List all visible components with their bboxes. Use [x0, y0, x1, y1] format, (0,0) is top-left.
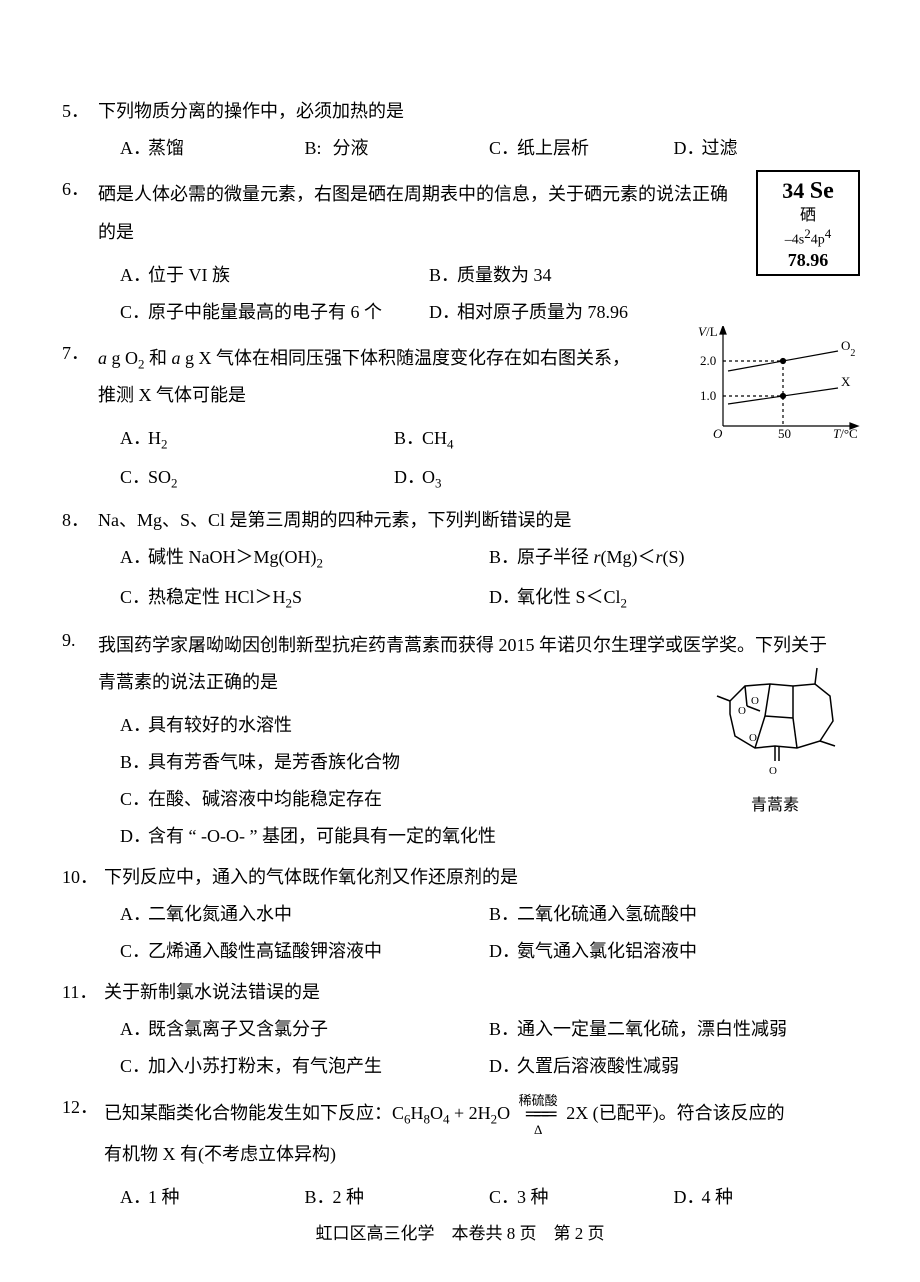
se-mass: 78.96 [762, 249, 854, 272]
q9-option-C: C．在酸、碱溶液中均能稳定存在 [120, 786, 382, 813]
q10-option-B: B．二氧化硫通入氢硫酸中 [489, 901, 858, 928]
q8-option-B: B． 原子半径 r(Mg)＜r(S) [489, 544, 858, 573]
page-footer: 虹口区高三化学 本卷共 8 页 第 2 页 [0, 1221, 920, 1247]
q12-option-B: B．2 种 [305, 1184, 490, 1211]
q9-number: 9. [62, 627, 98, 654]
svg-text:O2: O2 [841, 338, 855, 359]
q10-option-A: A．二氧化氮通入水中 [120, 901, 489, 928]
q6-option-D: D． 相对原子质量为 78.96 [429, 299, 858, 326]
selenium-periodic-cell: 34 Se 硒 –4s24p4 78.96 [756, 170, 860, 276]
question-11: 11． 关于新制氯水说法错误的是 A．既含氯离子又含氯分子 B．通入一定量二氧化… [62, 979, 858, 1080]
q6-option-A: A． 位于 VI 族 [120, 262, 429, 289]
q10-option-C: C．乙烯通入酸性高锰酸钾溶液中 [120, 938, 489, 965]
q11-stem: 关于新制氯水说法错误的是 [104, 979, 858, 1006]
q8-option-D: D． 氧化性 S＜Cl2 [489, 584, 858, 613]
svg-text:O: O [738, 705, 746, 717]
svg-text:O: O [751, 695, 759, 707]
q7-option-C: C． SO2 [120, 464, 394, 493]
q5-option-A: A． 蒸馏 [120, 135, 305, 162]
q7-option-A: A． H2 [120, 425, 394, 454]
q11-option-C: C．加入小苏打粉末，有气泡产生 [120, 1053, 489, 1080]
q10-stem: 下列反应中，通入的气体既作氧化剂又作还原剂的是 [104, 864, 858, 891]
q5-option-D: D． 过滤 [674, 135, 859, 162]
svg-text:O: O [713, 426, 723, 441]
question-8: 8． Na、Mg、S、Cl 是第三周期的四种元素，下列判断错误的是 A． 碱性 … [62, 507, 858, 612]
svg-text:X: X [841, 374, 851, 389]
q5-option-C: C． 纸上层析 [489, 135, 674, 162]
q8-stem: Na、Mg、S、Cl 是第三周期的四种元素，下列判断错误的是 [98, 507, 858, 534]
svg-text:T/°C: T/°C [833, 426, 858, 441]
q11-option-B: B．通入一定量二氧化硫，漂白性减弱 [489, 1016, 858, 1043]
q5-stem: 下列物质分离的操作中，必须加热的是 [98, 98, 858, 125]
svg-text:2.0: 2.0 [700, 353, 716, 368]
se-name: 硒 [762, 206, 854, 226]
svg-text:O: O [769, 765, 777, 777]
q9-option-B: B．具有芳香气味，是芳香族化合物 [120, 749, 400, 776]
svg-text:50: 50 [778, 426, 791, 441]
q12-stem: 已知某酯类化合物能发生如下反应：C6H8O4 + 2H2O 稀硫酸 ═══ Δ … [104, 1094, 858, 1174]
q5-number: 5． [62, 98, 98, 125]
q5-option-B: B: 分液 [305, 135, 490, 162]
q6-stem: 硒是人体必需的微量元素，右图是硒在周期表中的信息，关于硒元素的说法正确的是 [98, 176, 858, 252]
volume-temperature-graph: V/L 2.0 1.0 O2 X O 50 T/°C [698, 326, 868, 446]
artemisinin-caption: 青蒿素 [700, 794, 850, 818]
q6-number: 6． [62, 176, 98, 203]
q10-option-D: D．氨气通入氯化铝溶液中 [489, 938, 858, 965]
q9-option-A: A．具有较好的水溶性 [120, 712, 292, 739]
q8-number: 8． [62, 507, 98, 534]
question-10: 10． 下列反应中，通入的气体既作氧化剂又作还原剂的是 A．二氧化氮通入水中 B… [62, 864, 858, 965]
reaction-arrow: 稀硫酸 ═══ Δ [519, 1094, 558, 1136]
q12-option-C: C．3 种 [489, 1184, 674, 1211]
q8-option-A: A． 碱性 NaOH＞Mg(OH)2 [120, 544, 489, 573]
q10-number: 10． [62, 864, 104, 891]
graph-ylabel: V/L [698, 326, 718, 339]
q7-number: 7． [62, 340, 98, 367]
q8-option-C: C． 热稳定性 HCl＞H2S [120, 584, 489, 613]
q11-option-D: D．久置后溶液酸性减弱 [489, 1053, 858, 1080]
artemisinin-structure: O O O O 青蒿素 [700, 656, 850, 818]
q12-option-A: A．1 种 [120, 1184, 305, 1211]
question-5: 5． 下列物质分离的操作中，必须加热的是 A． 蒸馏 B: 分液 C． 纸上层析… [62, 98, 858, 162]
q12-option-D: D．4 种 [674, 1184, 859, 1211]
q7-option-D: D． O3 [394, 464, 858, 493]
svg-text:1.0: 1.0 [700, 388, 716, 403]
question-12: 12． 已知某酯类化合物能发生如下反应：C6H8O4 + 2H2O 稀硫酸 ══… [62, 1094, 858, 1211]
q6-option-C: C． 原子中能量最高的电子有 6 个 [120, 299, 429, 326]
question-6: 6． 硒是人体必需的微量元素，右图是硒在周期表中的信息，关于硒元素的说法正确的是… [62, 176, 858, 326]
q11-option-A: A．既含氯离子又含氯分子 [120, 1016, 489, 1043]
q9-option-D: D．含有 “ -O-O- ” 基团，可能具有一定的氧化性 [120, 823, 496, 850]
svg-text:O: O [749, 732, 757, 744]
exam-page: 5． 下列物质分离的操作中，必须加热的是 A． 蒸馏 B: 分液 C． 纸上层析… [0, 0, 920, 1282]
q11-number: 11． [62, 979, 104, 1006]
se-config: –4s24p4 [762, 226, 854, 249]
q12-number: 12． [62, 1094, 104, 1121]
